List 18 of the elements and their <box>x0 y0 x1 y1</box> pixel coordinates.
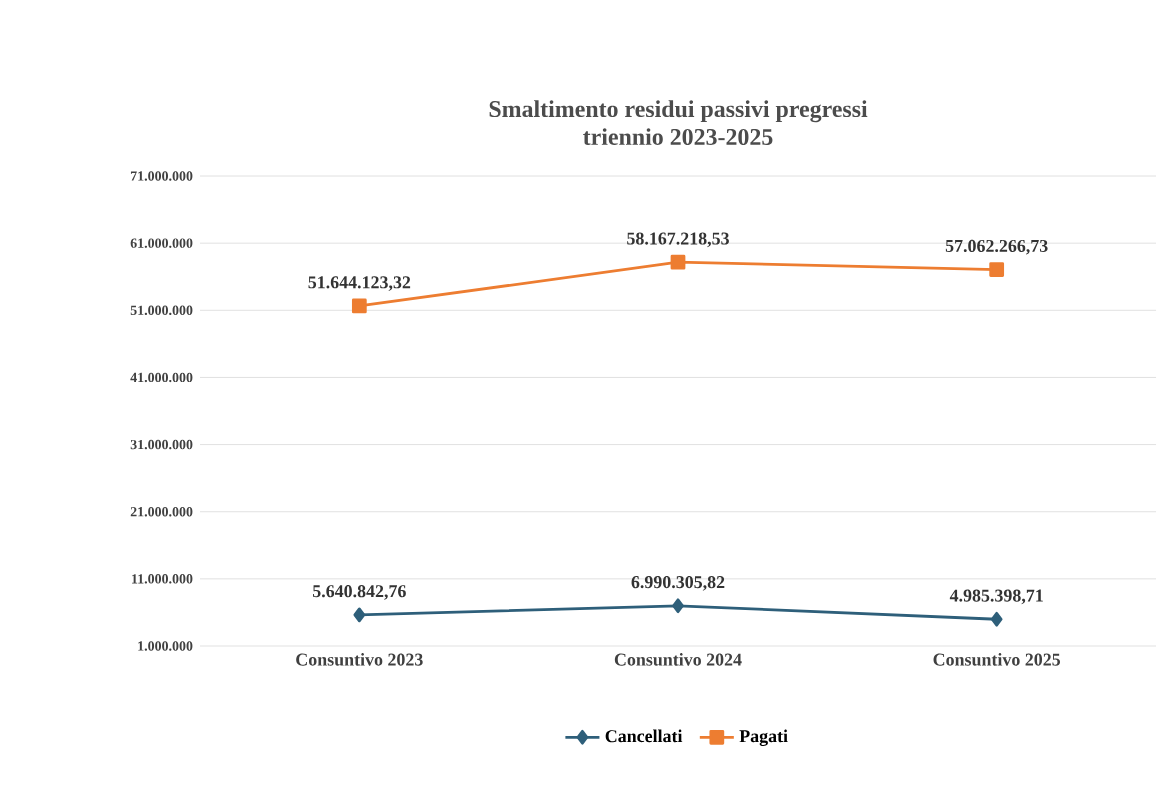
data-label: 58.167.218,53 <box>627 232 729 248</box>
point <box>351 298 367 314</box>
point <box>989 262 1005 277</box>
data-label: 5.640.842,76 <box>312 585 406 600</box>
x-tick-label: Consuntivo 2025 <box>933 653 1061 666</box>
legend-label: Pagati <box>739 729 788 746</box>
point <box>353 607 366 623</box>
x-tick-label: Consuntivo 2024 <box>614 653 742 666</box>
data-label: 4.985.398,71 <box>949 589 1043 605</box>
data-label: 51.644.123,32 <box>308 276 411 291</box>
chart-title: Smaltimento residui passivi pregressi triennio 2023-2025 <box>489 100 868 145</box>
legend-label: Cancellati <box>605 729 683 743</box>
point <box>672 598 684 614</box>
point <box>990 611 1003 627</box>
point <box>670 254 686 270</box>
x-tick-label: Consuntivo 2023 <box>296 653 423 666</box>
data-label: 57.062.266,73 <box>945 239 1048 255</box>
data-label: 6.990.305,82 <box>631 576 725 591</box>
